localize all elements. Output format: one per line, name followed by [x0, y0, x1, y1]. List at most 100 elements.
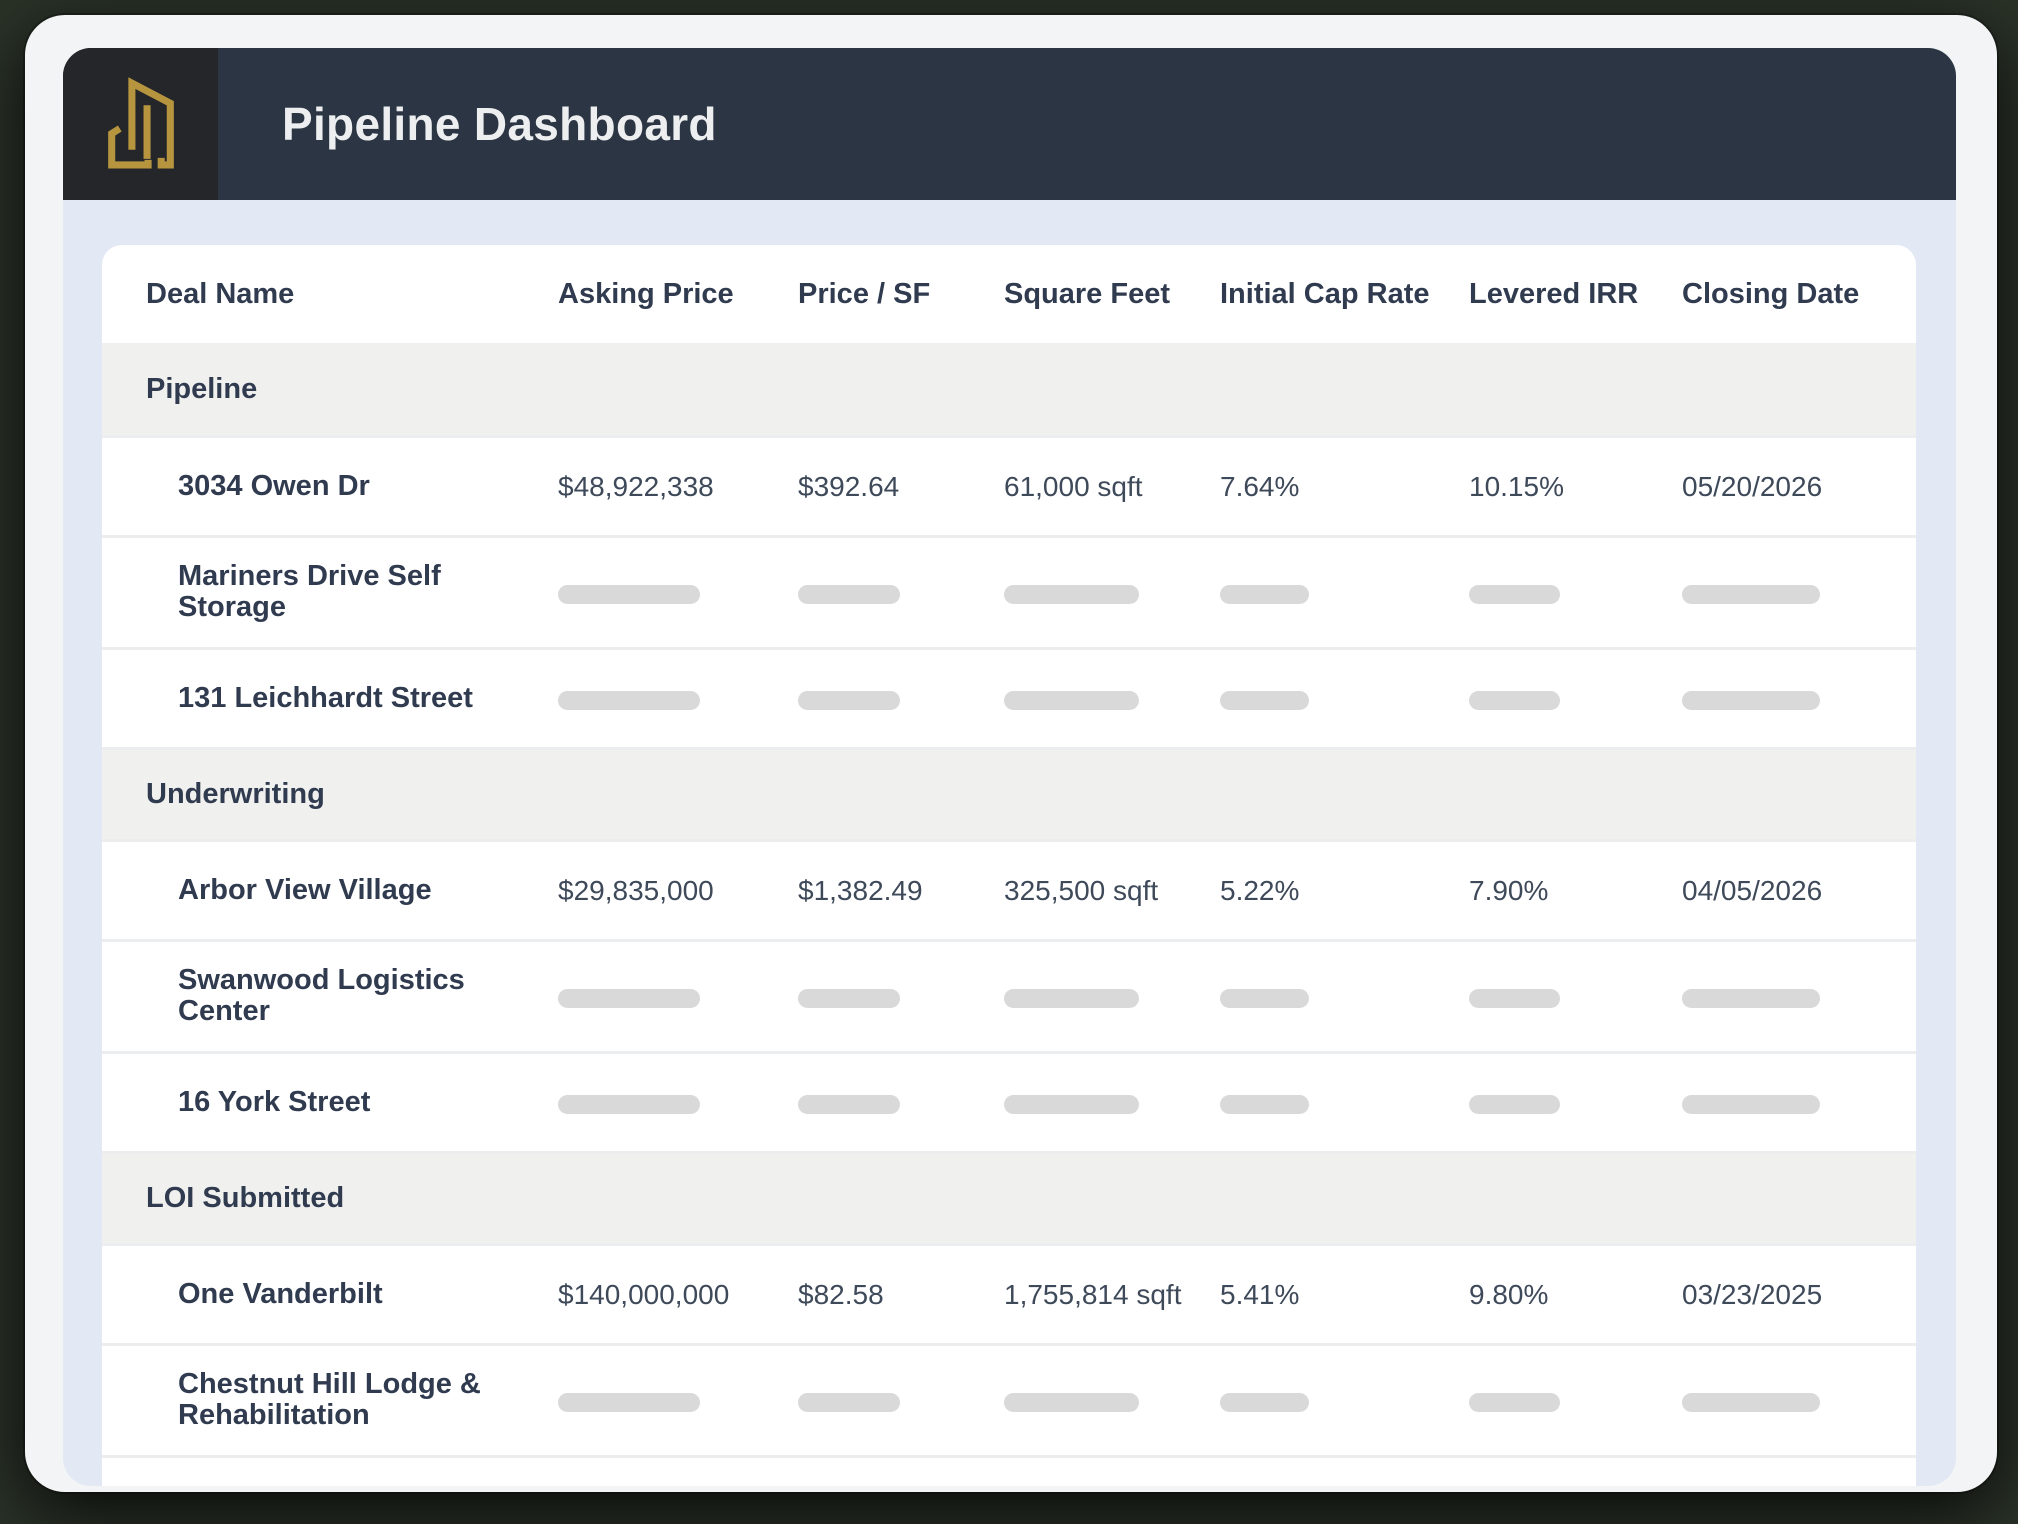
cell-closing-date	[1682, 577, 1916, 609]
placeholder-bar	[558, 988, 700, 1008]
cell-initial-cap-rate	[1220, 683, 1469, 715]
table-row-mariners-drive-self-storage[interactable]: Mariners Drive Self Storage	[102, 535, 1916, 647]
section-label: LOI Submitted	[146, 1182, 345, 1214]
placeholder-bar	[1004, 1392, 1139, 1412]
table-header-row: Deal Name Asking Price Price / SF Square…	[102, 245, 1916, 343]
cell-deal-name: Mariners Drive Self Storage	[178, 560, 441, 623]
table-row-131-leichhardt-street[interactable]: 131 Leichhardt Street	[102, 647, 1916, 747]
cell-initial-cap-rate	[1220, 1087, 1469, 1119]
cell-square-feet: 1,755,814 sqft	[1004, 1278, 1182, 1310]
cell-initial-cap-rate: 7.64%	[1220, 470, 1300, 502]
section-label: Pipeline	[146, 372, 258, 405]
placeholder-bar	[1220, 1392, 1309, 1412]
cell-asking-price	[558, 981, 798, 1013]
cell-initial-cap-rate: 5.41%	[1220, 1278, 1300, 1310]
outer-card: Pipeline Dashboard Deal Name Asking Pric…	[25, 15, 1997, 1492]
column-header-deal-name: Deal Name	[146, 277, 295, 310]
cell-price-sf	[798, 1087, 1004, 1119]
placeholder-bar	[1469, 1094, 1560, 1114]
placeholder-bar	[558, 1094, 700, 1114]
cell-square-feet: 325,500 sqft	[1004, 874, 1159, 906]
cell-price-sf: $392.64	[798, 470, 900, 502]
placeholder-bar	[1682, 988, 1820, 1008]
cell-levered-irr	[1469, 981, 1682, 1013]
cell-levered-irr	[1469, 1087, 1682, 1119]
placeholder-bar	[1004, 988, 1139, 1008]
cell-closing-date	[1682, 981, 1916, 1013]
placeholder-bar	[1682, 1094, 1820, 1114]
table-row-one-vanderbilt[interactable]: One Vanderbilt $140,000,000 $82.58 1,755…	[102, 1243, 1916, 1343]
placeholder-bar	[1469, 584, 1560, 604]
table-row-partial	[102, 1455, 1916, 1486]
content-area: Deal Name Asking Price Price / SF Square…	[63, 200, 1956, 1486]
cell-square-feet	[1004, 981, 1220, 1013]
cell-asking-price	[558, 577, 798, 609]
table-row-16-york-street[interactable]: 16 York Street	[102, 1051, 1916, 1151]
column-header-closing-date: Closing Date	[1682, 277, 1860, 310]
cell-closing-date: 04/05/2026	[1682, 874, 1823, 906]
cell-price-sf	[798, 1385, 1004, 1417]
placeholder-bar	[1682, 1392, 1820, 1412]
placeholder-bar	[1220, 690, 1309, 710]
placeholder-bar	[1220, 988, 1309, 1008]
cell-levered-irr: 10.15%	[1469, 470, 1564, 502]
placeholder-bar	[1004, 1094, 1139, 1114]
cell-asking-price: $48,922,338	[558, 470, 714, 502]
column-header-asking-price: Asking Price	[558, 277, 734, 310]
cell-initial-cap-rate	[1220, 1385, 1469, 1417]
cell-levered-irr	[1469, 1385, 1682, 1417]
column-header-initial-cap-rate: Initial Cap Rate	[1220, 277, 1430, 310]
cell-closing-date: 03/23/2025	[1682, 1278, 1823, 1310]
placeholder-bar	[558, 584, 700, 604]
section-header-pipeline: Pipeline	[102, 343, 1916, 435]
cell-price-sf: $82.58	[798, 1278, 884, 1310]
cell-levered-irr: 7.90%	[1469, 874, 1549, 906]
cell-deal-name: Swanwood Logistics Center	[178, 964, 465, 1027]
cell-square-feet	[1004, 577, 1220, 609]
placeholder-bar	[1469, 690, 1560, 710]
placeholder-bar	[798, 690, 900, 710]
table-row-swanwood-logistics-center[interactable]: Swanwood Logistics Center	[102, 939, 1916, 1051]
cell-asking-price: $29,835,000	[558, 874, 714, 906]
cell-square-feet: 61,000 sqft	[1004, 470, 1143, 502]
cell-closing-date	[1682, 1087, 1916, 1119]
page-title: Pipeline Dashboard	[282, 98, 717, 150]
building-icon	[107, 77, 174, 169]
placeholder-bar	[1682, 690, 1820, 710]
cell-deal-name: 131 Leichhardt Street	[178, 682, 473, 714]
table-row-chestnut-hill-lodge-rehabilitation[interactable]: Chestnut Hill Lodge & Rehabilitation	[102, 1343, 1916, 1455]
cell-price-sf	[798, 577, 1004, 609]
cell-price-sf: $1,382.49	[798, 874, 923, 906]
cell-deal-name: 16 York Street	[178, 1086, 371, 1118]
cell-initial-cap-rate: 5.22%	[1220, 874, 1300, 906]
cell-asking-price: $140,000,000	[558, 1278, 730, 1310]
cell-price-sf	[798, 981, 1004, 1013]
placeholder-bar	[1469, 1392, 1560, 1412]
app-window: Pipeline Dashboard Deal Name Asking Pric…	[63, 48, 1956, 1486]
cell-square-feet	[1004, 1087, 1220, 1119]
placeholder-bar	[1682, 584, 1820, 604]
table-row-3034-owen-dr[interactable]: 3034 Owen Dr $48,922,338 $392.64 61,000 …	[102, 435, 1916, 535]
cell-levered-irr	[1469, 577, 1682, 609]
cell-asking-price	[558, 1087, 798, 1119]
table-row-arbor-view-village[interactable]: Arbor View Village $29,835,000 $1,382.49…	[102, 839, 1916, 939]
cell-deal-name: 3034 Owen Dr	[178, 470, 370, 502]
cell-square-feet	[1004, 683, 1220, 715]
placeholder-bar	[1220, 584, 1309, 604]
cell-initial-cap-rate	[1220, 577, 1469, 609]
column-header-square-feet: Square Feet	[1004, 277, 1170, 310]
placeholder-bar	[798, 1392, 900, 1412]
app-header: Pipeline Dashboard	[63, 48, 1956, 200]
cell-deal-name: Chestnut Hill Lodge & Rehabilitation	[178, 1368, 481, 1431]
cell-price-sf	[798, 683, 1004, 715]
cell-levered-irr: 9.80%	[1469, 1278, 1549, 1310]
section-label: Underwriting	[146, 778, 325, 810]
placeholder-bar	[1004, 584, 1139, 604]
placeholder-bar	[1469, 988, 1560, 1008]
cell-deal-name: Arbor View Village	[178, 874, 432, 906]
cell-closing-date	[1682, 683, 1916, 715]
section-header-loi-submitted: LOI Submitted	[102, 1151, 1916, 1243]
cell-levered-irr	[1469, 683, 1682, 715]
pipeline-table: Deal Name Asking Price Price / SF Square…	[102, 245, 1916, 1486]
